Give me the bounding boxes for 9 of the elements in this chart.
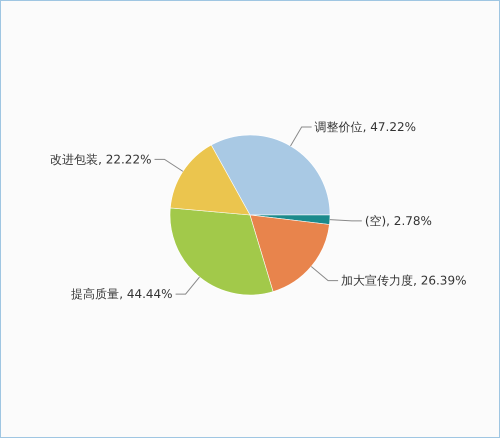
slice-label: 提高质量, 44.44% [71, 287, 173, 302]
pie-slice [250, 214, 330, 292]
slice-label: (空), 2.78% [364, 214, 432, 228]
pie-slice [210, 134, 330, 216]
slice-label: 加大宣传力度, 26.39% [341, 274, 466, 288]
pie-slice [250, 214, 330, 225]
slice-label: 调整价位, 47.22% [314, 120, 416, 134]
slice-label: 改进包装, 22.22% [50, 152, 152, 166]
pie-slice [170, 144, 250, 216]
